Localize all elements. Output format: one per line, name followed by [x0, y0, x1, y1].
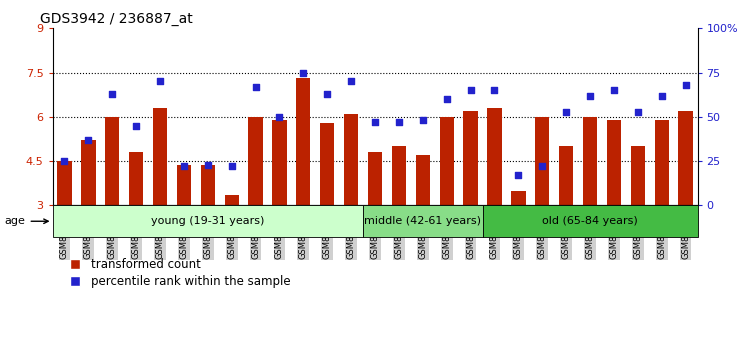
Point — [512, 172, 524, 178]
Bar — [368, 152, 382, 205]
Text: middle (42-61 years): middle (42-61 years) — [364, 216, 482, 226]
Text: age: age — [4, 216, 48, 226]
Point — [58, 158, 70, 164]
Point — [202, 162, 214, 167]
Point — [560, 109, 572, 114]
Point — [297, 70, 309, 75]
Bar — [559, 146, 573, 205]
Bar — [200, 166, 215, 205]
Bar — [583, 117, 597, 205]
Bar — [248, 117, 262, 205]
Point — [106, 91, 118, 97]
Bar — [392, 146, 406, 205]
Bar — [129, 152, 143, 205]
Bar — [57, 161, 71, 205]
Bar — [363, 205, 482, 237]
Point — [632, 109, 644, 114]
Point — [441, 96, 453, 102]
Bar — [512, 190, 526, 205]
Bar — [344, 114, 358, 205]
Bar — [153, 108, 167, 205]
Text: old (65-84 years): old (65-84 years) — [542, 216, 638, 226]
Point — [250, 84, 262, 90]
Point — [82, 137, 94, 143]
Point — [345, 79, 357, 84]
Point — [584, 93, 596, 98]
Bar — [53, 205, 363, 237]
Text: young (19-31 years): young (19-31 years) — [151, 216, 265, 226]
Bar — [482, 205, 698, 237]
Bar — [177, 166, 191, 205]
Bar — [416, 155, 430, 205]
Legend: transformed count, percentile rank within the sample: transformed count, percentile rank withi… — [58, 254, 296, 293]
Bar — [607, 120, 621, 205]
Bar — [655, 120, 669, 205]
Bar — [631, 146, 645, 205]
Point — [680, 82, 692, 88]
Point — [417, 118, 429, 123]
Bar — [105, 117, 119, 205]
Bar — [224, 195, 238, 205]
Point — [321, 91, 333, 97]
Point — [178, 164, 190, 169]
Point — [608, 87, 620, 93]
Point — [154, 79, 166, 84]
Bar — [464, 111, 478, 205]
Point — [226, 164, 238, 169]
Point — [656, 93, 668, 98]
Point — [369, 119, 381, 125]
Point — [464, 87, 476, 93]
Bar — [488, 108, 502, 205]
Bar — [535, 117, 550, 205]
Bar — [81, 141, 95, 205]
Point — [130, 123, 142, 129]
Bar — [272, 120, 286, 205]
Bar — [440, 117, 454, 205]
Bar — [320, 123, 334, 205]
Bar — [296, 79, 310, 205]
Text: GDS3942 / 236887_at: GDS3942 / 236887_at — [40, 12, 192, 26]
Bar — [679, 111, 693, 205]
Point — [488, 87, 500, 93]
Point — [536, 164, 548, 169]
Point — [274, 114, 286, 120]
Point — [393, 119, 405, 125]
